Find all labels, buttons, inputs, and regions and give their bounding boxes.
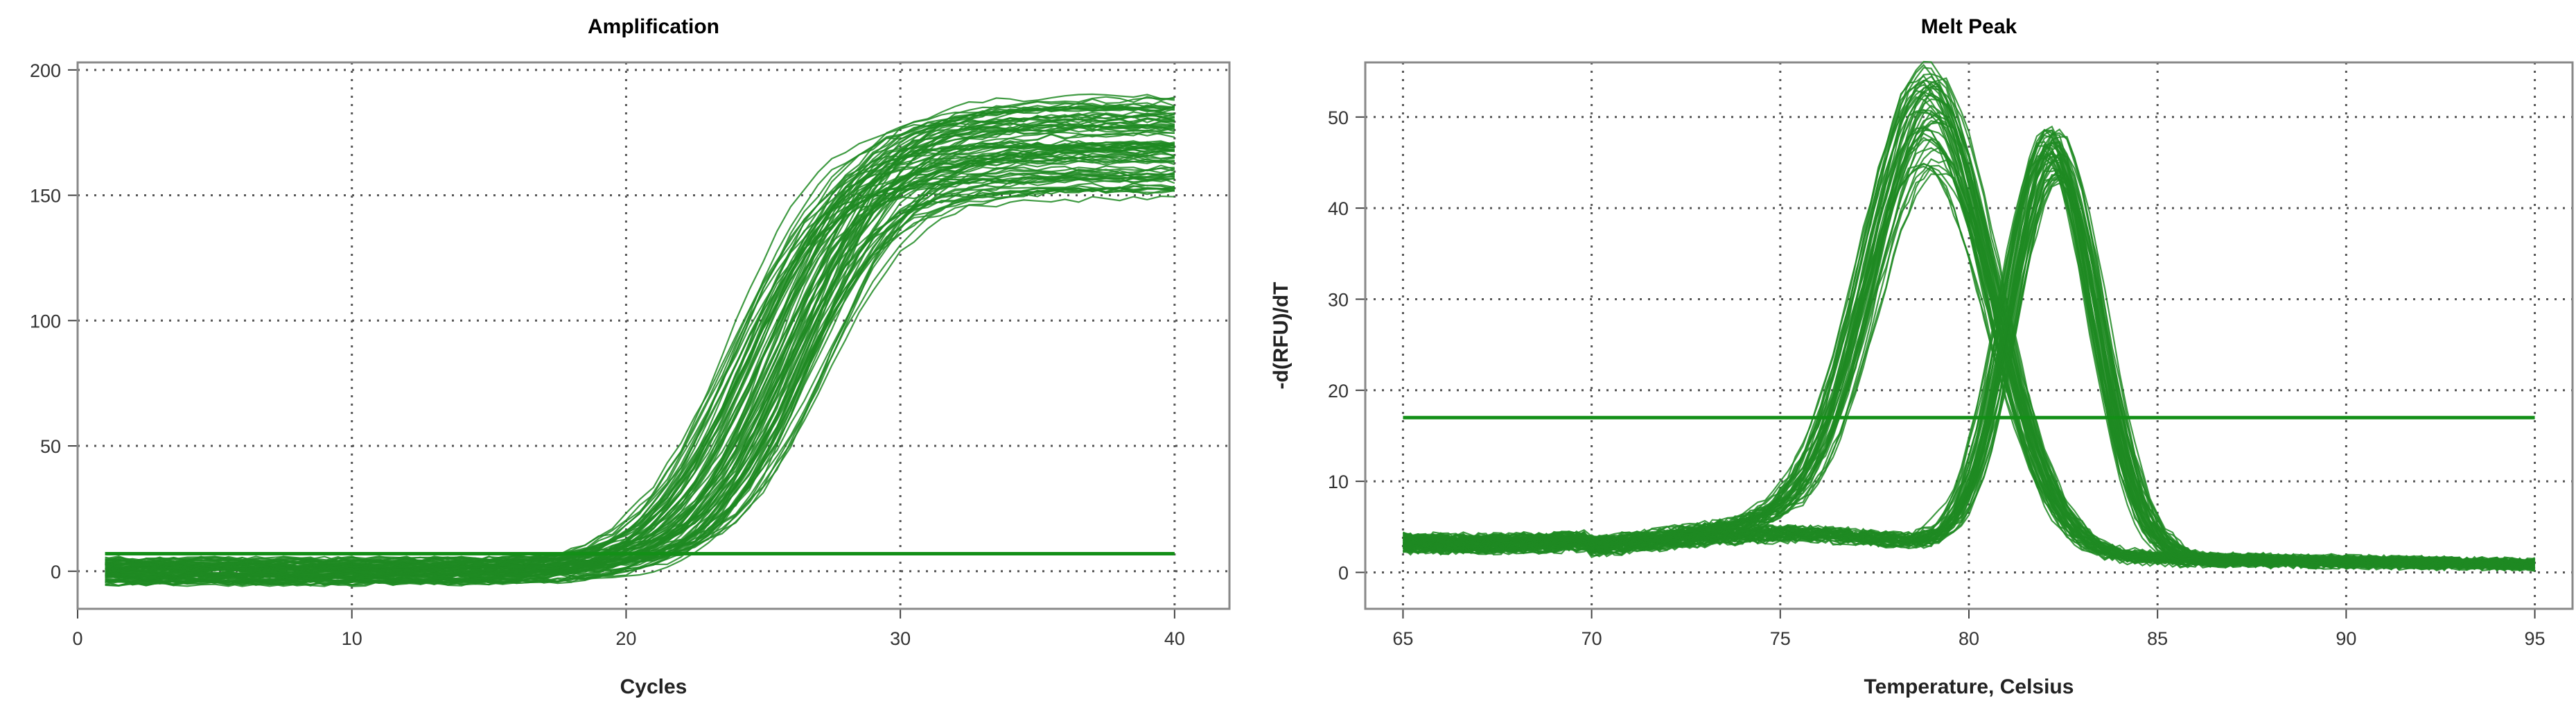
amplification-curve: [105, 132, 1175, 571]
amplification-curve: [105, 126, 1175, 577]
amplification-curve: [105, 157, 1175, 582]
y-tick-label: 0: [51, 562, 61, 582]
amplification-curve: [105, 154, 1175, 570]
amplification-curve: [105, 113, 1175, 585]
melt-curve: [1402, 152, 2536, 572]
y-tick-label: 50: [1328, 107, 1349, 128]
x-tick-label: 20: [615, 628, 636, 649]
amplification-curve: [105, 148, 1175, 580]
amplification-curve: [105, 187, 1175, 575]
0-title: Amplification: [588, 15, 719, 38]
amplification-plot: Amplification 0 10 20 30 40 0 50 100 150 200 Cycles: [30, 15, 1231, 698]
amplification-curve: [105, 145, 1175, 567]
amplification-curve: [105, 121, 1175, 569]
amplification-curve: [105, 102, 1175, 574]
melt-curve: [1403, 129, 2536, 568]
amplification-curve: [105, 151, 1175, 579]
1-y-axis-label: -d(RFU)/dT: [1270, 282, 1293, 390]
amplification-curve: [105, 175, 1175, 579]
y-tick-label: 20: [1328, 381, 1349, 401]
amplification-curve: [105, 143, 1175, 572]
amplification-curve: [105, 139, 1175, 573]
x-tick-label: 30: [890, 628, 911, 649]
melt-curves: [1402, 60, 2536, 572]
amplification-curve: [105, 112, 1175, 580]
x-tick-label: 75: [1770, 628, 1791, 649]
amplification-curve: [105, 150, 1175, 568]
y-tick-label: 0: [1338, 562, 1349, 583]
amplification-curve: [105, 142, 1175, 585]
x-tick-label: 0: [72, 628, 82, 649]
x-tick-label: 90: [2336, 628, 2356, 649]
y-tick-label: 50: [40, 436, 61, 457]
y-tick-label: 150: [30, 186, 61, 207]
x-tick-label: 40: [1164, 628, 1185, 649]
amplification-curve: [105, 155, 1175, 567]
amplification-curve: [105, 172, 1175, 579]
1-title: Melt Peak: [1921, 15, 2017, 38]
amplification-curve: [105, 168, 1175, 577]
y-tick-label: 30: [1328, 289, 1349, 310]
y-tick-label: 40: [1328, 198, 1349, 219]
x-tick-label: 70: [1581, 628, 1602, 649]
amplification-curve: [105, 188, 1175, 575]
1-x-axis-label: Temperature, Celsius: [1864, 675, 2074, 698]
amplification-curve: [105, 148, 1175, 566]
amplification-curve: [105, 175, 1175, 571]
amplification-curves: [105, 93, 1175, 587]
amplification-curve: [105, 177, 1175, 568]
x-tick-label: 65: [1392, 628, 1413, 649]
y-tick-label: 200: [30, 60, 61, 81]
plot-frame: [76, 61, 1231, 610]
plot-frame: [1364, 61, 2574, 610]
amplification-curve: [105, 104, 1175, 581]
amplification-curve: [105, 182, 1175, 575]
amplification-curve: [105, 141, 1175, 582]
melt-peak-chart: Melt Peak 65 70 75 80 85 90 95 0 10 20 30 40 50 Temper…: [1261, 0, 2576, 717]
amplification-curve: [105, 145, 1175, 571]
x-tick-label: 95: [2525, 628, 2546, 649]
y-tick-label: 10: [1328, 472, 1349, 492]
amplification-curve: [105, 141, 1175, 576]
x-tick-label: 85: [2147, 628, 2168, 649]
amplification-curve: [105, 154, 1175, 575]
x-tick-label: 80: [1959, 628, 1979, 649]
amplification-curve: [105, 157, 1175, 564]
0-x-axis-label: Cycles: [620, 675, 687, 698]
melt-curve: [1402, 157, 2536, 570]
x-tick-label: 10: [342, 628, 362, 649]
y-tick-label: 100: [30, 311, 61, 331]
amplification-curve: [105, 141, 1175, 575]
amplification-curve: [105, 159, 1175, 573]
melt-peak-plot: Melt Peak 65 70 75 80 85 90 95 0 10 20 30 40 50 Temper…: [1270, 15, 2574, 698]
amplification-chart: Amplification 0 10 20 30 40 0 50 100 150 200 Cycles: [0, 0, 1234, 717]
